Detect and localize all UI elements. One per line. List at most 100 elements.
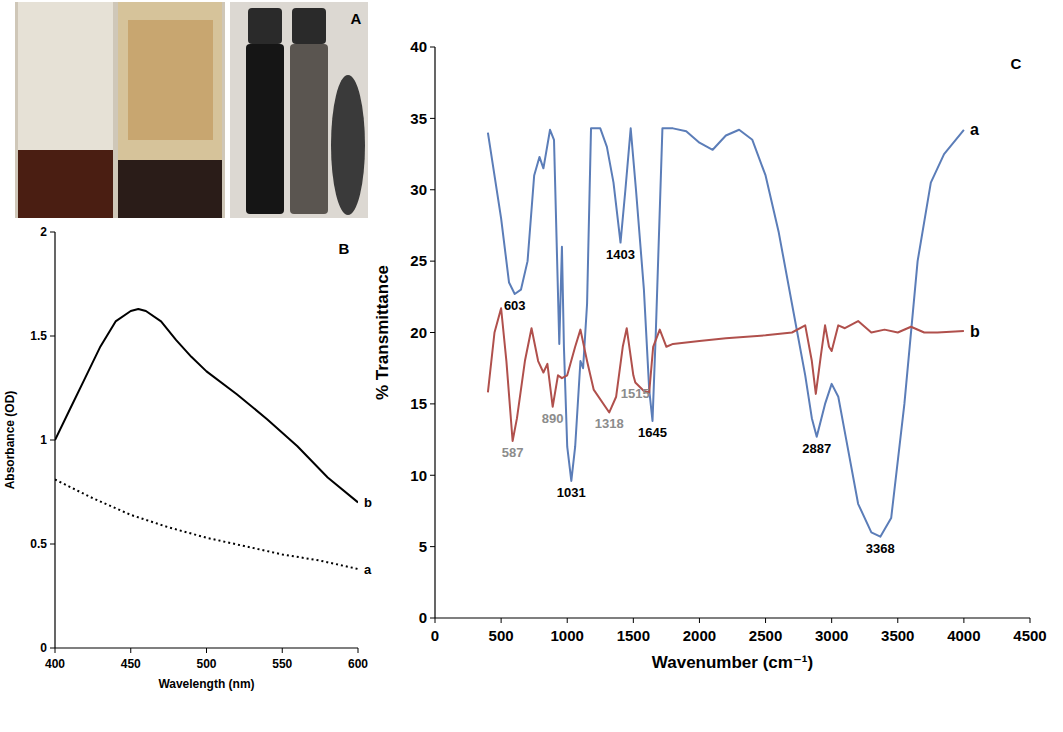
series-line (488, 128, 964, 536)
series-line (55, 480, 358, 569)
panel-label: A (351, 10, 362, 27)
vial-cap (292, 8, 326, 44)
photo-background (230, 2, 368, 218)
x-tick-label: 400 (45, 657, 65, 671)
peak-label: 1645 (638, 425, 667, 440)
y-tick-label: 0 (40, 641, 47, 655)
flask-residue (128, 20, 213, 140)
y-tick-label: 25 (410, 252, 427, 269)
x-axis-title: Wavenumber (cm⁻¹) (652, 653, 813, 672)
x-tick (963, 618, 964, 623)
y-tick-label: 40 (410, 38, 427, 55)
x-tick (55, 648, 56, 653)
peak-label: 2887 (802, 441, 831, 456)
vial (246, 44, 284, 214)
flask-liquid (118, 160, 222, 218)
figure: A00.511.52400450500550600Wavelength (nm)… (0, 0, 1063, 732)
y-tick-label: 1.5 (30, 329, 47, 343)
panel-label: B (339, 240, 350, 257)
x-tick-label: 3500 (881, 627, 914, 644)
y-tick-label: 0 (419, 609, 427, 626)
panel-label: C (1011, 55, 1022, 72)
y-axis-title: Absorbance (OD) (3, 391, 17, 490)
y-tick (430, 118, 435, 119)
y-tick (430, 403, 435, 404)
x-tick-label: 450 (121, 657, 141, 671)
y-tick (50, 544, 55, 545)
vial-cap (248, 8, 282, 44)
x-tick (633, 618, 634, 623)
x-tick-label: 500 (489, 627, 514, 644)
y-tick-label: 30 (410, 181, 427, 198)
x-tick (282, 648, 283, 653)
y-tick (50, 440, 55, 441)
pellet (331, 75, 365, 215)
vial (290, 44, 328, 214)
x-tick (765, 618, 766, 623)
y-tick (430, 618, 435, 619)
y-tick-label: 0.5 (30, 537, 47, 551)
y-tick (430, 47, 435, 48)
x-tick (358, 648, 359, 653)
series-line (55, 309, 358, 502)
x-tick (567, 618, 568, 623)
x-tick-label: 2000 (683, 627, 716, 644)
flask-glass (118, 2, 222, 218)
x-tick (897, 618, 898, 623)
peak-label: 890 (542, 411, 564, 426)
flask-liquid (18, 150, 113, 218)
peak-label: 587 (502, 445, 524, 460)
series-line (488, 308, 964, 441)
x-tick (130, 648, 131, 653)
y-tick-label: 5 (419, 538, 427, 555)
y-tick-label: 2 (40, 225, 47, 239)
peak-label: 1031 (557, 485, 586, 500)
series-label: a (970, 121, 979, 138)
y-tick (430, 546, 435, 547)
plot-area (55, 309, 358, 569)
y-tick (50, 336, 55, 337)
x-tick-label: 4500 (1013, 627, 1046, 644)
series-label: a (364, 562, 372, 577)
y-tick-label: 10 (410, 467, 427, 484)
x-axis (435, 617, 1030, 618)
x-tick-label: 4000 (947, 627, 980, 644)
photo-panel: A (15, 2, 368, 218)
x-tick (1030, 618, 1031, 623)
x-tick-label: 600 (348, 657, 368, 671)
x-axis-title: Wavelength (nm) (158, 677, 254, 691)
x-tick (435, 618, 436, 623)
x-tick-label: 500 (196, 657, 216, 671)
chart-panel: 0 5 10 15 20 25 30 35 40 0 500 1000 1500 2000 2500 3000… (373, 38, 1047, 672)
x-tick-label: 1500 (617, 627, 650, 644)
x-tick-label: 2500 (749, 627, 782, 644)
chart-panel: 0 0.5 1 1.5 2 400 450 500 550 600 Wavelength (nm) A… (3, 225, 372, 691)
peak-label: 603 (504, 298, 526, 313)
x-tick-label: 3000 (815, 627, 848, 644)
x-tick (699, 618, 700, 623)
peak-label: 3368 (866, 541, 895, 556)
y-tick-label: 15 (410, 395, 427, 412)
y-tick (430, 332, 435, 333)
y-tick-label: 35 (410, 110, 427, 127)
y-tick-label: 20 (410, 324, 427, 341)
y-tick (50, 232, 55, 233)
peak-label: 1515 (621, 386, 650, 401)
peak-label: 1403 (606, 247, 635, 262)
y-tick-label: 1 (40, 433, 47, 447)
series-label: b (364, 495, 372, 510)
y-tick (430, 189, 435, 190)
x-tick (206, 648, 207, 653)
series-label: b (970, 323, 980, 340)
plot-area (488, 128, 964, 536)
y-tick (430, 475, 435, 476)
x-tick (831, 618, 832, 623)
flask-glass (18, 2, 113, 218)
x-tick-label: 1000 (551, 627, 584, 644)
x-tick-label: 0 (431, 627, 439, 644)
y-tick (430, 261, 435, 262)
photo-background (15, 2, 225, 218)
x-tick (501, 618, 502, 623)
x-tick-label: 550 (272, 657, 292, 671)
y-axis-title: % Transmittance (373, 265, 392, 400)
